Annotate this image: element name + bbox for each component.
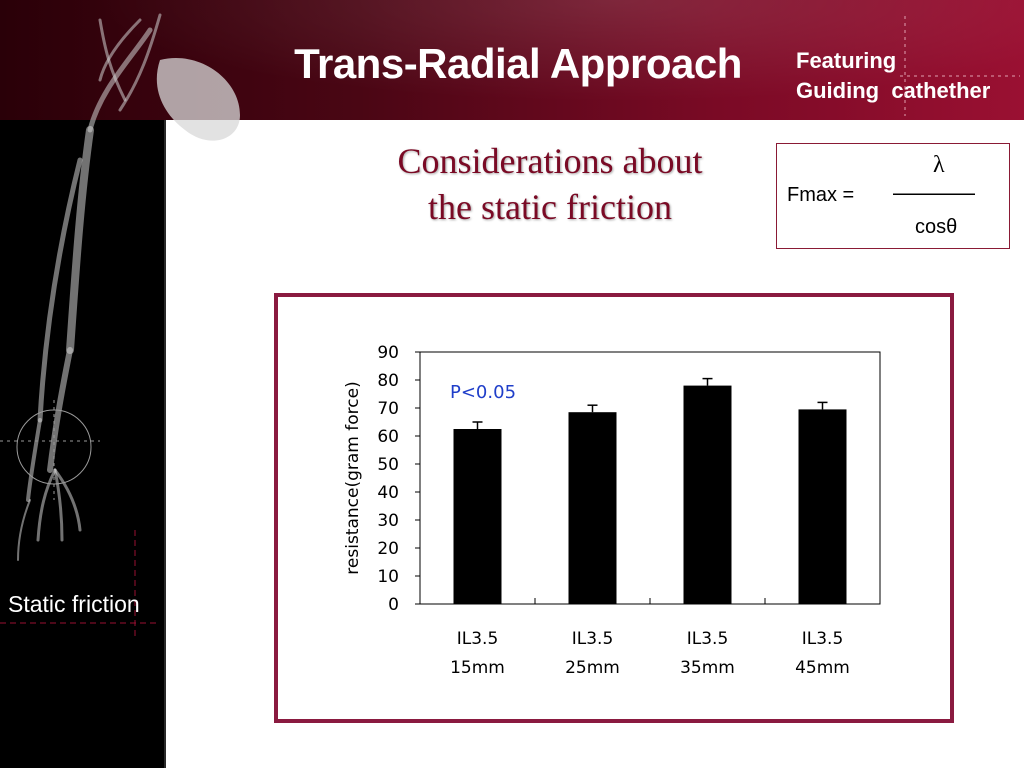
slide-heading: Considerations about the static friction	[330, 138, 770, 230]
y-axis-label: resistance(gram force)	[343, 381, 363, 574]
y-tick-label: 20	[377, 539, 399, 559]
slide-heading-line-2: the static friction	[428, 187, 672, 227]
chart-bar	[798, 409, 847, 604]
chart-bar	[683, 385, 732, 604]
y-tick-label: 60	[377, 427, 399, 447]
x-tick-label: 45mm	[795, 658, 850, 678]
formula-denominator: cosθ	[915, 216, 958, 238]
chart-bar	[568, 412, 617, 604]
x-tick-label: 25mm	[565, 658, 620, 678]
bar-chart: 0 10 20 30 40 50 60 70 80 90 resistance(gram force…	[343, 343, 881, 678]
x-tick-label: IL3.5	[687, 629, 729, 649]
sidebar-label: Static friction	[8, 591, 140, 617]
artery-illustration	[0, 13, 240, 640]
page-title: Trans-Radial Approach	[294, 40, 742, 87]
x-tick-label: IL3.5	[572, 629, 614, 649]
formula-box: λ Fmax = ———— cosθ	[776, 143, 1010, 249]
formula-fraction-bar: ————	[893, 180, 975, 205]
x-tick-label: IL3.5	[802, 629, 844, 649]
y-tick-label: 50	[377, 455, 399, 475]
y-tick-label: 70	[377, 399, 399, 419]
sidebar-divider	[164, 120, 166, 768]
featuring-line-2: Guiding cathether	[796, 78, 991, 103]
y-tick-label: 10	[377, 567, 399, 587]
featuring-line-1: Featuring	[796, 48, 897, 73]
slide-heading-line-1: Considerations about	[397, 141, 703, 181]
chart-bar	[453, 429, 502, 604]
formula-numerator: λ	[933, 152, 945, 178]
chart-frame: 0 10 20 30 40 50 60 70 80 90 resistance(gram force…	[274, 293, 954, 723]
y-tick-label: 40	[377, 483, 399, 503]
formula-lhs: Fmax =	[787, 184, 855, 206]
significance-annotation: P<0.05	[450, 382, 516, 403]
y-tick-label: 30	[377, 511, 399, 531]
x-tick-label: IL3.5	[457, 629, 499, 649]
x-tick-label: 15mm	[450, 658, 505, 678]
y-tick-label: 90	[377, 343, 399, 363]
header-crosshair-decoration	[900, 16, 1020, 116]
featuring-subtitle: Featuring Guiding cathether	[796, 46, 990, 106]
x-tick-label: 35mm	[680, 658, 735, 678]
y-tick-label: 0	[388, 595, 399, 615]
y-tick-label: 80	[377, 371, 399, 391]
